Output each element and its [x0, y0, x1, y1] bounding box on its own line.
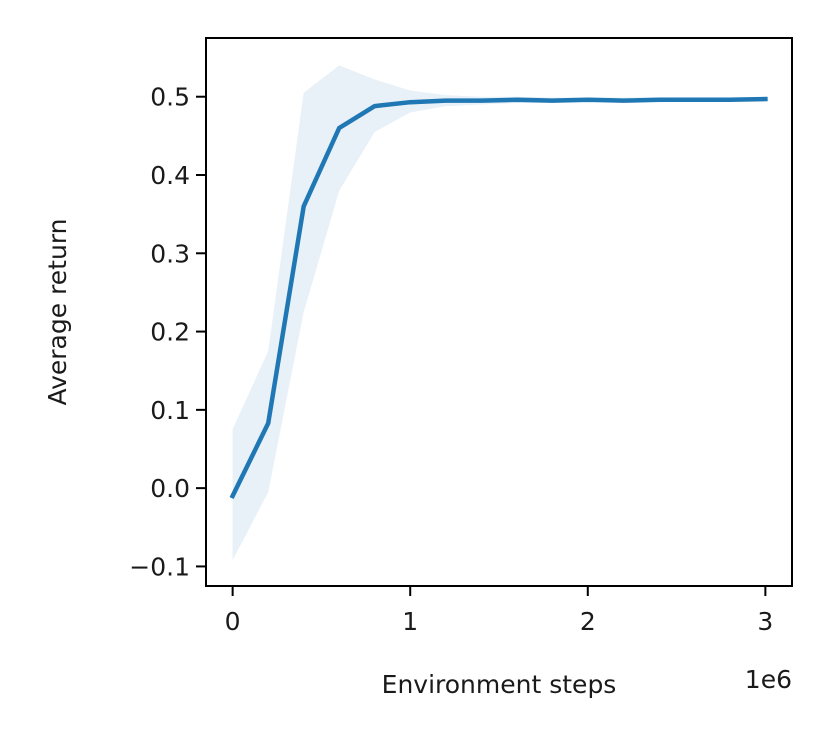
- data-point: [657, 98, 661, 102]
- data-point: [550, 99, 554, 103]
- data-point: [728, 98, 732, 102]
- x-tick-label: 0: [225, 607, 241, 636]
- x-axis: 0 1 2 3: [225, 586, 773, 636]
- y-tick-label: −0.1: [129, 552, 190, 581]
- data-point: [621, 99, 625, 103]
- y-tick-label: 0.1: [150, 396, 190, 425]
- x-axis-title: Environment steps: [382, 670, 617, 699]
- data-point: [515, 98, 519, 102]
- plot-frame: [205, 37, 793, 587]
- confidence-band: [232, 65, 766, 561]
- data-point: [763, 97, 767, 101]
- series-line: [229, 96, 768, 500]
- series-line-layer: [229, 96, 768, 500]
- data-point: [479, 99, 483, 103]
- data-point: [692, 98, 696, 102]
- confidence-band-layer: [232, 65, 766, 561]
- data-point: [586, 98, 590, 102]
- data-point: [408, 100, 412, 104]
- data-point: [302, 204, 306, 208]
- y-tick-label: 0.5: [150, 83, 190, 112]
- data-point: [444, 99, 448, 103]
- x-offset-label: 1e6: [745, 665, 792, 694]
- x-tick-label: 3: [757, 607, 773, 636]
- y-axis-title: Average return: [43, 218, 72, 405]
- data-point: [337, 126, 341, 130]
- data-point: [231, 494, 235, 498]
- y-axis: −0.1 0.0 0.1 0.2 0.3 0.4 0.5: [129, 83, 206, 581]
- y-tick-label: 0.0: [150, 474, 190, 503]
- data-point: [266, 421, 270, 425]
- data-point: [373, 104, 377, 108]
- y-tick-label: 0.2: [150, 318, 190, 347]
- y-tick-label: 0.3: [150, 239, 190, 268]
- y-tick-label: 0.4: [150, 161, 190, 190]
- x-tick-label: 2: [580, 607, 596, 636]
- x-tick-label: 1: [402, 607, 418, 636]
